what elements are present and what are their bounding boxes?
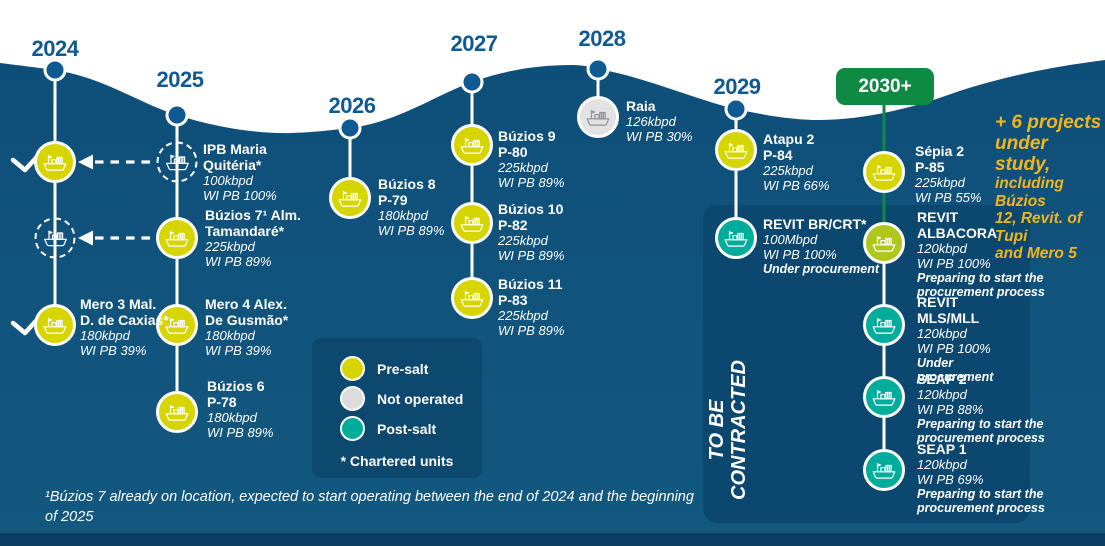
project-circle-ipb-planned [156,141,198,183]
fpso-ship-icon [42,315,68,336]
fpso-ship-icon [42,228,68,249]
legend-row-not-operated: Not operated [312,386,482,411]
project-label-mero3: Mero 3 Mal. D. de Caxias* 180kbpd WI PB … [80,296,169,358]
fpso-ship-icon [164,402,190,423]
chartered-units-note: * Chartered units [340,453,454,469]
project-label-mero4: Mero 4 Alex. De Gusmão* 180kbpd WI PB 39… [205,296,289,358]
project-circle-revit-mlsmll [863,304,905,346]
fpso-ship-icon [585,107,611,128]
legend-label: Pre-salt [377,360,429,377]
project-circle-raia [577,96,619,138]
project-label-raia: Raia 126kbpd WI PB 30% [626,98,693,144]
year-label-2026: 2026 [328,93,376,118]
project-circle-buzios10 [451,202,493,244]
year-node-2027 [460,70,484,94]
bottom-band [0,533,1105,546]
project-circle-revit-brcrt [715,217,757,259]
year-node-2025 [165,103,189,127]
fpso-ship-icon [164,228,190,249]
project-label-buzios11: Búzios 11 P-83 225kbpd WI PB 89% [498,276,565,338]
project-circle-seap2 [863,376,905,418]
fpso-ship-icon [871,387,897,408]
buzios7-footnote: ¹Búzios 7 already on location, expected … [45,489,694,525]
year-label-2029: 2029 [713,74,761,99]
project-label-atapu2: Atapu 2 P-84 225kbpd WI PB 66% [763,131,830,193]
fpso-ship-icon [164,152,190,173]
year-label-2027: 2027 [450,31,498,56]
project-label-sepia2: Sépia 2 P-85 225kbpd WI PB 55% [915,143,982,205]
fpso-ship-icon [459,288,485,309]
fpso-ship-icon [337,188,363,209]
year-node-2028 [586,57,610,81]
project-label-buzios9: Búzios 9 P-80 225kbpd WI PB 89% [498,128,565,190]
fpso-ship-icon [723,228,749,249]
legend-row-pre-salt: Pre-salt [312,356,482,381]
project-label-seap1: SEAP 1 120kbpd WI PB 69% Preparing to st… [917,441,1045,515]
fpso-ship-icon [42,152,68,173]
project-label-buzios8: Búzios 8 P-79 180kbpd WI PB 89% [378,176,445,238]
projects-under-study-note: + 6 projects under study, including Búzi… [995,112,1102,262]
project-circle-buzios11 [451,277,493,319]
tbc-line2: CONTRACTED [728,360,750,500]
year-label-2024: 2024 [31,36,79,61]
fpso-ship-icon [871,162,897,183]
legend-label: Post-salt [377,420,437,437]
fpso-ship-icon [871,315,897,336]
fpso-ship-icon [723,140,749,161]
project-label-seap2: SEAP 2 120kbpd WI PB 88% Preparing to st… [917,371,1045,445]
legend-panel: Pre-salt Not operated Post-salt * Charte… [312,338,482,478]
project-circle-buzios6 [156,391,198,433]
project-label-buzios7: Búzios 7¹ Alm. Tamandaré* 225kbpd WI PB … [205,207,301,269]
to-be-contracted-label: TO BE CONTRACTED [706,360,750,500]
project-circle-buzios9 [451,124,493,166]
legend-row-post-salt: Post-salt [312,416,482,441]
project-label-buzios10: Búzios 10 P-82 225kbpd WI PB 89% [498,201,565,263]
year-node-2024 [43,58,67,82]
year-label-2028: 2028 [578,26,626,51]
not-operated-dot-icon [340,386,365,411]
project-circle-mero3 [34,304,76,346]
project-label-revit-mlsmll: REVIT MLS/MLL 120kbpd WI PB 100% Under p… [917,294,994,384]
project-label-revit-brcrt: REVIT BR/CRT* 100Mbpd WI PB 100% Under p… [763,216,879,276]
year-node-2029 [724,97,748,121]
project-label-revit-albacora: REVIT ALBACORA 120kbpd WI PB 100% Prepar… [917,209,1045,299]
pre-salt-dot-icon [340,356,365,381]
project-circle-buzios7 [156,217,198,259]
fpso-ship-icon [459,213,485,234]
legend-label: Not operated [377,390,464,407]
fpso-ship-icon [459,135,485,156]
project-circle-sepia2 [863,151,905,193]
project-circle-buzios8 [329,177,371,219]
project-circle-atapu2 [715,129,757,171]
project-circle-buzios7-expected [34,217,76,259]
year-label-2025: 2025 [156,67,204,92]
year-badge-2030plus: 2030+ [836,68,934,105]
year-node-2026 [338,116,362,140]
fpso-ship-icon [871,460,897,481]
project-label-buzios6: Búzios 6 P-78 180kbpd WI PB 89% [207,378,274,440]
project-circle-moved-ipb [34,141,76,183]
post-salt-dot-icon [340,416,365,441]
tbc-line1: TO BE [706,399,728,461]
project-label-ipb: IPB Maria Quitéria* 100kbpd WI PB 100% [203,141,277,203]
project-circle-seap1 [863,449,905,491]
